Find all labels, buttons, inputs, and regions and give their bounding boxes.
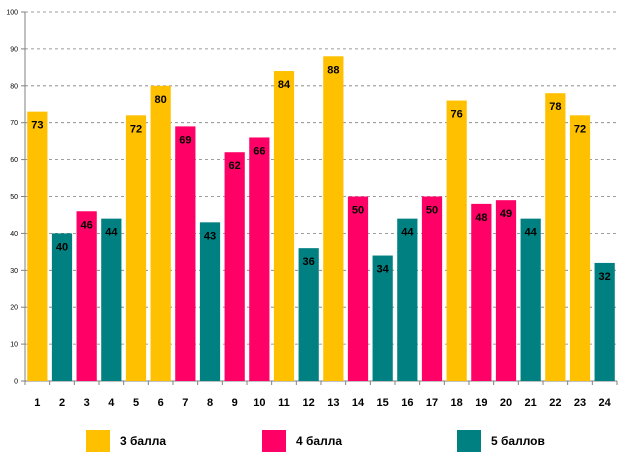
bar-7 xyxy=(175,126,196,381)
legend-item-3: 3 балла xyxy=(86,430,166,452)
data-label-13: 88 xyxy=(327,64,339,76)
legend-label-3: 3 балла xyxy=(120,434,167,448)
bar-16 xyxy=(397,218,418,381)
x-tick-label: 19 xyxy=(475,397,487,409)
x-tick-label: 14 xyxy=(352,397,365,409)
x-tick-label: 22 xyxy=(549,397,561,409)
y-tick-label: 50 xyxy=(10,194,18,201)
data-label-24: 32 xyxy=(599,271,611,283)
bar-19 xyxy=(471,203,492,381)
data-label-1: 73 xyxy=(31,120,43,132)
data-label-3: 46 xyxy=(81,219,93,231)
y-tick-label: 90 xyxy=(10,46,18,53)
bar-17 xyxy=(421,196,443,381)
y-tick-label: 40 xyxy=(10,231,18,238)
bar-22 xyxy=(545,93,566,382)
data-label-17: 50 xyxy=(426,205,438,217)
data-label-8: 43 xyxy=(204,230,216,242)
y-tick-label: 100 xyxy=(6,10,18,17)
x-tick-label: 12 xyxy=(303,397,315,409)
data-label-14: 50 xyxy=(352,205,364,217)
bar-3 xyxy=(76,211,97,381)
legend-swatch-4 xyxy=(262,430,286,452)
legend-item-5: 5 баллов xyxy=(457,430,545,452)
x-tick-label: 3 xyxy=(84,397,90,409)
x-tick-label: 18 xyxy=(451,397,463,409)
x-tick-label: 6 xyxy=(158,397,164,409)
x-tick-label: 23 xyxy=(574,397,586,409)
y-tick-label: 30 xyxy=(10,268,18,275)
data-label-10: 66 xyxy=(253,145,265,157)
data-label-23: 72 xyxy=(574,123,586,135)
x-tick-label: 1 xyxy=(34,397,40,409)
x-tick-label: 20 xyxy=(500,397,512,409)
y-tick-label: 70 xyxy=(10,120,18,127)
x-tick-label: 16 xyxy=(401,397,413,409)
bars xyxy=(27,56,615,382)
bar-1 xyxy=(27,111,48,381)
legend-item-4: 4 балла xyxy=(262,430,342,452)
data-label-4: 44 xyxy=(105,227,118,239)
x-tick-label: 7 xyxy=(182,397,188,409)
bar-5 xyxy=(125,115,147,381)
bar-15 xyxy=(372,255,393,381)
x-tick-label: 9 xyxy=(232,397,238,409)
y-axis-ticks: 0 10 20 30 40 50 60 70 80 90 100 xyxy=(6,10,18,386)
data-label-9: 62 xyxy=(229,160,241,172)
bar-24 xyxy=(594,262,615,381)
legend-swatch-3 xyxy=(86,430,110,452)
x-tick-label: 8 xyxy=(207,397,213,409)
x-tick-label: 2 xyxy=(59,397,65,409)
data-label-18: 76 xyxy=(451,109,463,121)
data-label-11: 84 xyxy=(278,79,291,91)
x-tick-label: 13 xyxy=(327,397,339,409)
axes xyxy=(24,12,618,385)
data-label-2: 40 xyxy=(56,241,68,253)
bar-18 xyxy=(446,100,467,381)
y-tick-label: 0 xyxy=(14,379,18,386)
x-tick-label: 4 xyxy=(108,397,115,409)
data-label-16: 44 xyxy=(401,227,414,239)
bar-11 xyxy=(273,71,295,381)
data-label-15: 34 xyxy=(377,264,390,276)
x-tick-label: 21 xyxy=(525,397,537,409)
bar-8 xyxy=(199,222,221,381)
bar-10 xyxy=(249,137,270,381)
bar-21 xyxy=(520,218,541,381)
x-tick-label: 17 xyxy=(426,397,438,409)
x-tick-label: 15 xyxy=(377,397,389,409)
y-tick-label: 60 xyxy=(10,157,18,164)
bar-20 xyxy=(495,200,517,381)
legend-label-5: 5 баллов xyxy=(491,434,545,448)
bar-14 xyxy=(347,196,369,381)
bar-4 xyxy=(101,218,122,381)
x-axis-ticks: 1 2 3 4 5 6 7 8 9 10 11 12 13 14 15 16 17 18 19 20 21 22 23 24 xyxy=(34,397,611,409)
x-tick-label: 24 xyxy=(599,397,612,409)
legend-label-4: 4 балла xyxy=(296,434,343,448)
data-label-6: 80 xyxy=(155,94,167,106)
bar-2 xyxy=(51,233,73,381)
gridlines xyxy=(21,11,617,382)
data-label-22: 78 xyxy=(549,101,561,113)
data-label-7: 69 xyxy=(179,134,191,146)
data-label-5: 72 xyxy=(130,123,142,135)
data-labels: 73 40 46 44 72 80 69 43 62 66 84 36 88 50 34 44 50 76 48 49… xyxy=(31,64,611,283)
x-tick-label: 11 xyxy=(278,397,290,409)
y-tick-label: 10 xyxy=(10,342,18,349)
y-tick-label: 20 xyxy=(10,305,18,312)
data-label-20: 49 xyxy=(500,208,512,220)
bar-12 xyxy=(298,248,319,381)
data-label-12: 36 xyxy=(303,256,315,268)
data-label-19: 48 xyxy=(475,212,487,224)
bar-9 xyxy=(224,152,245,381)
x-tick-label: 5 xyxy=(133,397,139,409)
bar-23 xyxy=(569,115,591,381)
data-label-21: 44 xyxy=(525,227,538,239)
legend-swatch-5 xyxy=(457,430,481,452)
y-tick-label: 80 xyxy=(10,83,18,90)
x-tick-label: 10 xyxy=(253,397,265,409)
bar-6 xyxy=(150,85,171,382)
bar-13 xyxy=(323,56,344,381)
